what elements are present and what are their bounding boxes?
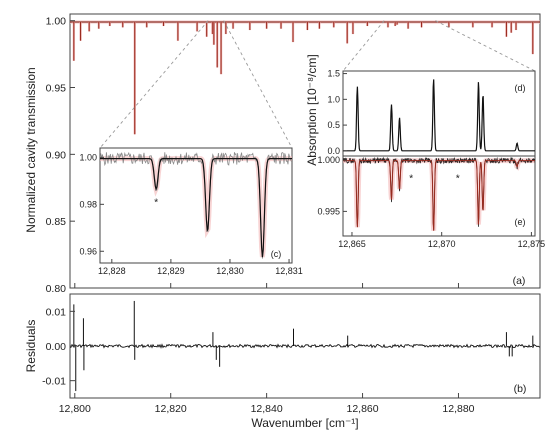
- inset-e-plot: [343, 156, 535, 231]
- inset-c-x-tick-label: 12,830: [216, 266, 244, 276]
- inset-d-y-tick-label: 0.0: [327, 146, 340, 156]
- inset-e-y-tick-label: 1.000: [317, 155, 340, 165]
- inset-e-asterisk: *: [409, 172, 413, 184]
- zoom-connector-line: [342, 20, 385, 72]
- panel-a-y-tick-label: 0.85: [46, 216, 67, 228]
- panel-a-plot: [70, 20, 540, 135]
- x-axis-title: Wavenumber [cm⁻¹]: [251, 416, 358, 430]
- panel-a-y-tick-label: 0.90: [46, 149, 67, 161]
- x-tick-label: 12,800: [59, 403, 91, 415]
- inset-c-label: (c): [271, 249, 282, 259]
- inset-d-plot: [343, 79, 535, 152]
- panel-a-y-tick-label: 1.00: [46, 16, 67, 28]
- inset-e-label: (e): [515, 217, 526, 227]
- panel-a-y-axis-title: Normalized cavity transmission: [24, 67, 38, 232]
- inset-e-x-tick-label: 12,870: [428, 239, 456, 249]
- inset-e-y-tick-label: 0.995: [317, 206, 340, 216]
- inset-d-label: (d): [515, 83, 526, 93]
- inset-e-asterisk: *: [456, 172, 460, 184]
- inset-d-y-axis-title: Absorption [10⁻⁸/cm]: [305, 54, 319, 165]
- inset-c-fit-trace: [100, 158, 292, 258]
- inset-d-y-tick-label: 0.5: [327, 120, 340, 130]
- zoom-connectors: [99, 20, 536, 149]
- x-tick-label: 12,880: [442, 403, 474, 415]
- inset-de-frame: [342, 70, 536, 237]
- panel-a-label: (a): [513, 275, 526, 287]
- panel-b-y-tick-label: -0.01: [42, 376, 66, 388]
- panel-a-frame: [69, 13, 541, 289]
- panel-a-y-tick-label: 0.80: [46, 283, 67, 295]
- inset-c-x-tick-label: 12,828: [98, 266, 126, 276]
- panel-b-residual-trace: [70, 343, 540, 349]
- inset-e-fit-trace: [343, 160, 535, 231]
- zoom-connector-line: [99, 20, 209, 149]
- inset-c-x-tick-label: 12,831: [275, 266, 303, 276]
- inset-c-x-tick-label: 12,829: [157, 266, 185, 276]
- inset-c-y-tick-label: 1.00: [79, 152, 97, 162]
- inset-d-y-tick-label: 1.5: [327, 69, 340, 79]
- inset-e-x-tick-label: 12,875: [518, 239, 546, 249]
- inset-d-absorption-trace: [343, 79, 535, 152]
- inset-d-y-tick-label: 1.0: [327, 94, 340, 104]
- x-tick-label: 12,820: [155, 403, 187, 415]
- panel-b-plot: [70, 300, 540, 392]
- x-tick-label: 12,840: [251, 403, 283, 415]
- inset-c-asterisk: *: [154, 197, 158, 209]
- panel-b-y-axis-title: Residuals: [24, 320, 38, 373]
- panel-b-y-tick-label: 0.00: [46, 341, 67, 353]
- inset-c-y-tick-label: 0.96: [79, 246, 97, 256]
- inset-e-x-tick-label: 12,865: [338, 239, 366, 249]
- inset-c-plot: [100, 151, 292, 259]
- inset-e-measured-trace: [343, 156, 535, 231]
- panel-b-y-tick-label: 0.01: [46, 306, 67, 318]
- zoom-connector-line: [435, 20, 536, 72]
- zoom-connector-line: [223, 20, 293, 149]
- panel-a-y-tick-label: 0.95: [46, 83, 67, 95]
- panel-b-label: (b): [514, 383, 527, 395]
- x-tick-label: 12,860: [346, 403, 378, 415]
- inset-c-y-tick-label: 0.98: [79, 199, 97, 209]
